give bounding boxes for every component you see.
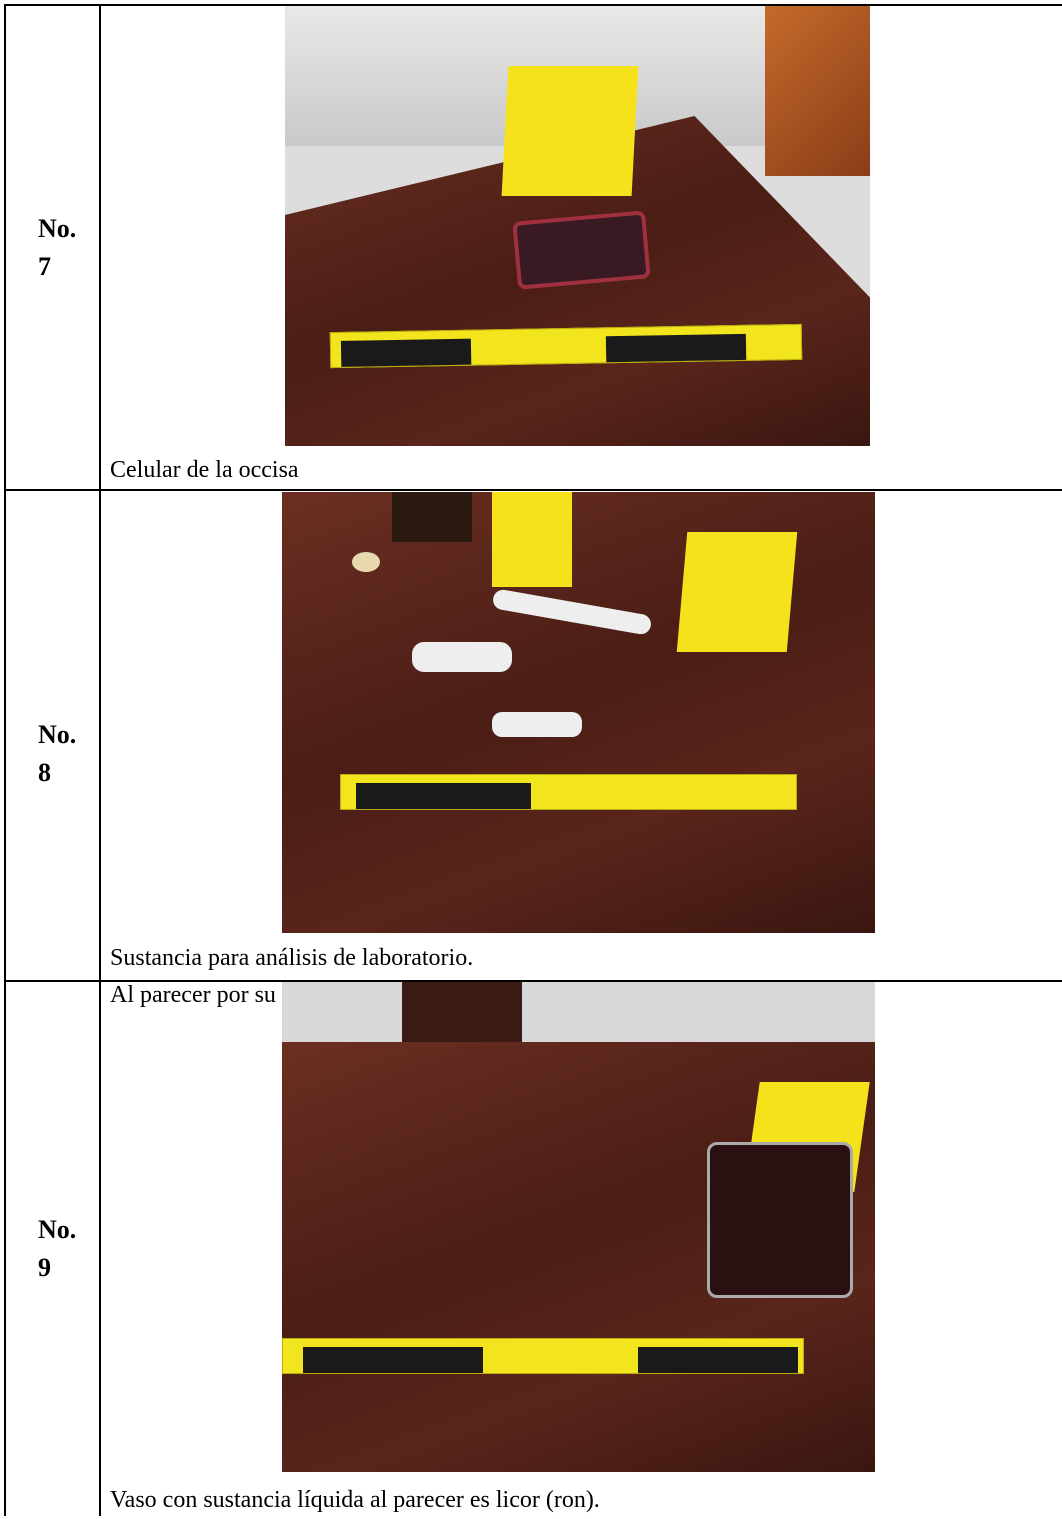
table-border [4,980,1062,982]
caption: Sustancia para análisis de laboratorio. [110,945,474,971]
label: No. [38,720,77,749]
number: 9 [38,1253,51,1282]
caption: Vaso con sustancia líquida al parecer es… [110,1487,600,1513]
evidence-photo [285,6,870,446]
number: 8 [38,758,51,787]
evidence-photo [282,982,875,1472]
caption: Celular de la occisa [110,457,299,483]
row-label: No. 7 [38,210,76,286]
label: No. [38,214,77,243]
table-border [4,489,1062,491]
row-label: No. 8 [38,716,76,792]
row-label: No. 9 [38,1211,76,1287]
table-border [99,4,101,1516]
number: 7 [38,252,51,281]
label: No. [38,1215,77,1244]
table-border [4,4,1062,6]
table-border [4,4,6,1516]
evidence-photo [282,492,875,933]
